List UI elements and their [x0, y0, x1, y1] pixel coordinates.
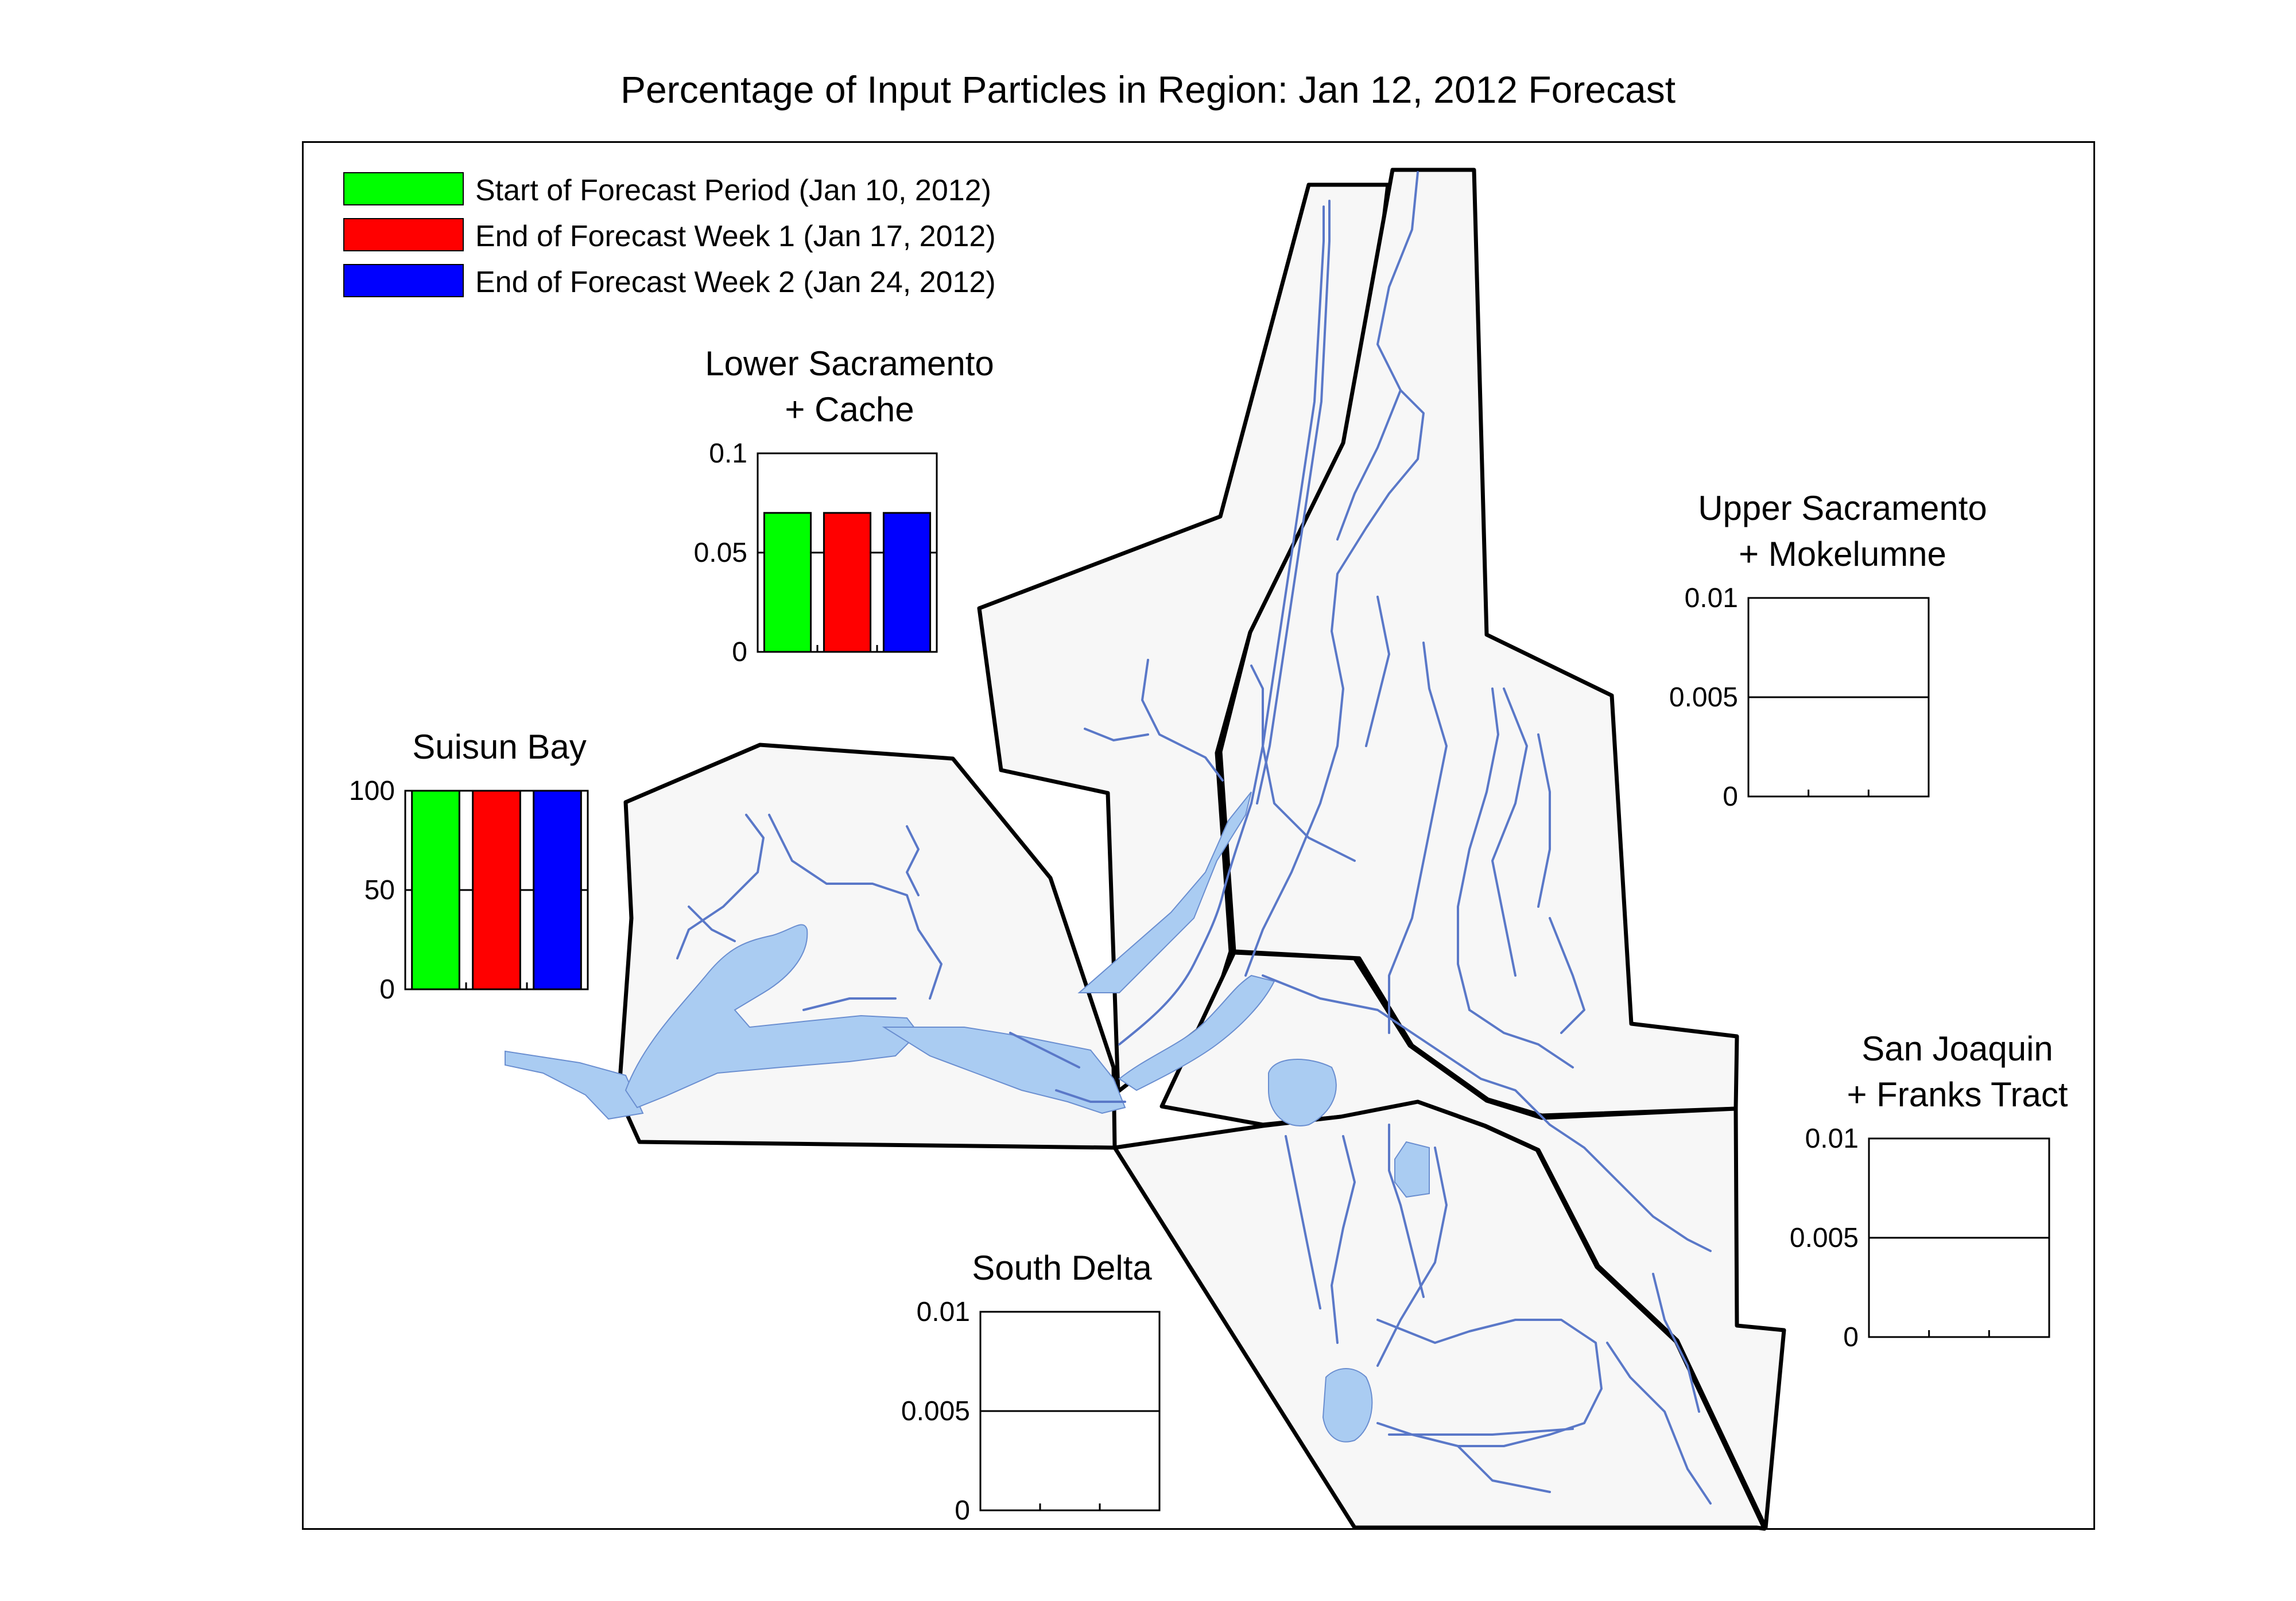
grizzly-bay-water — [625, 924, 920, 1109]
legend-swatch-week1 — [343, 218, 464, 251]
bar-lower-sacramento-0 — [763, 512, 812, 653]
map-frame — [302, 141, 2095, 1530]
y-tick-label-lower-sacramento: 0 — [732, 637, 747, 667]
y-tick-label-upper-sacramento: 0.01 — [1685, 583, 1738, 613]
y-tick-label-san-joaquin: 0.01 — [1805, 1124, 1859, 1154]
y-tick-label-suisun-bay: 100 — [349, 776, 395, 806]
bar-suisun-bay-1 — [472, 790, 521, 990]
panel-title-line: Lower Sacramento — [705, 344, 994, 383]
panel-title-upper-sacramento: Upper Sacramento + Mokelumne — [1642, 485, 2043, 577]
bar-lower-sacramento-1 — [823, 512, 872, 653]
south-delta-lake — [1322, 1368, 1373, 1443]
panel-upper-sacramento: 0 0.005 0.01 — [1669, 583, 1930, 812]
panel-title-line: + Cache — [785, 390, 914, 429]
chart-title: Percentage of Input Particles in Region:… — [620, 68, 1676, 111]
franks-tract-water — [1268, 1059, 1337, 1126]
water-bodies — [505, 791, 1430, 1443]
legend-swatch-start — [343, 172, 464, 205]
panel-title-san-joaquin: San Joaquin + Franks Tract — [1756, 1026, 2158, 1118]
river-channels — [676, 171, 1712, 1505]
bar-suisun-bay-2 — [533, 790, 582, 990]
panel-suisun-bay: 0 50 100 — [349, 776, 589, 1005]
region-south-delta — [1112, 1099, 1767, 1531]
panel-title-suisun-bay: Suisun Bay — [356, 724, 643, 770]
panel-title-line: + Mokelumne — [1739, 535, 1946, 573]
panel-lower-sacramento: 0 0.05 0.1 — [694, 438, 938, 667]
y-tick-label-upper-sacramento: 0.005 — [1669, 682, 1738, 713]
panel-title-line: Upper Sacramento — [1698, 489, 1987, 527]
clifton-court — [1394, 1141, 1430, 1198]
y-tick-label-san-joaquin: 0 — [1843, 1322, 1859, 1353]
legend-label-week2: End of Forecast Week 2 (Jan 24, 2012) — [475, 266, 996, 299]
y-tick-label-south-delta: 0 — [955, 1495, 970, 1526]
panel-title-line: + Franks Tract — [1847, 1075, 2068, 1114]
bar-suisun-bay-0 — [411, 790, 460, 990]
y-tick-label-upper-sacramento: 0 — [1723, 782, 1738, 812]
panel-title-line: South Delta — [972, 1249, 1152, 1287]
panel-title-line: San Joaquin — [1861, 1029, 2053, 1068]
y-tick-label-lower-sacramento: 0.05 — [694, 538, 747, 568]
panel-title-lower-sacramento: Lower Sacramento + Cache — [649, 341, 1050, 433]
panel-title-line: Suisun Bay — [412, 728, 587, 766]
y-tick-label-south-delta: 0.005 — [901, 1396, 970, 1427]
panel-san-joaquin: 0 0.005 0.01 — [1790, 1124, 2050, 1353]
legend-label-start: Start of Forecast Period (Jan 10, 2012) — [475, 174, 991, 207]
legend-swatch-week2 — [343, 264, 464, 297]
suisun-bay-water — [505, 1050, 644, 1120]
y-tick-label-san-joaquin: 0.005 — [1790, 1223, 1859, 1253]
lower-sac-channel-water — [1077, 791, 1252, 993]
y-tick-label-suisun-bay: 0 — [379, 974, 395, 1005]
bar-lower-sacramento-2 — [882, 512, 932, 653]
y-tick-label-south-delta: 0.01 — [917, 1297, 970, 1327]
panel-title-south-delta: South Delta — [890, 1245, 1234, 1291]
legend-label-week1: End of Forecast Week 1 (Jan 17, 2012) — [475, 220, 996, 253]
y-tick-label-lower-sacramento: 0.1 — [709, 438, 747, 469]
panel-south-delta: 0 0.005 0.01 — [901, 1297, 1161, 1526]
y-tick-label-suisun-bay: 50 — [364, 875, 395, 906]
